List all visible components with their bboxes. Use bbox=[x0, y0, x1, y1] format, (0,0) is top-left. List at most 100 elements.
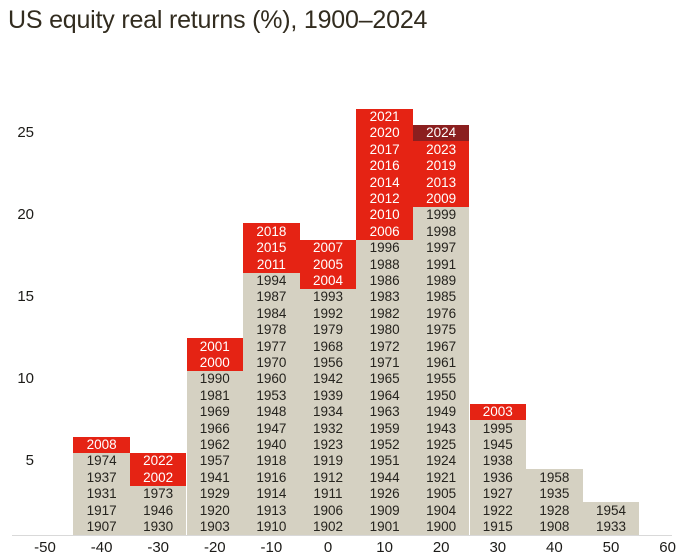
year-cell-1963: 1963 bbox=[356, 403, 413, 421]
year-cell-1922: 1922 bbox=[469, 502, 527, 519]
year-cell-1928: 1928 bbox=[526, 502, 583, 519]
year-cell-2004: 2004 bbox=[299, 272, 357, 289]
year-cell-1998: 1998 bbox=[412, 223, 470, 240]
year-cell-2001: 2001 bbox=[186, 338, 244, 355]
year-cell-1902: 1902 bbox=[299, 518, 357, 535]
year-cell-1949: 1949 bbox=[412, 403, 470, 421]
year-cell-1990: 1990 bbox=[186, 371, 244, 388]
year-cell-1962: 1962 bbox=[186, 436, 244, 453]
year-cell-1988: 1988 bbox=[356, 256, 413, 273]
year-cell-1977: 1977 bbox=[243, 338, 300, 355]
year-cell-2002: 2002 bbox=[129, 469, 187, 486]
year-cell-2011: 2011 bbox=[243, 256, 300, 273]
year-cell-1952: 1952 bbox=[356, 436, 413, 453]
year-cell-1966: 1966 bbox=[186, 420, 244, 437]
year-cell-2022: 2022 bbox=[129, 453, 187, 470]
year-cell-1912: 1912 bbox=[299, 469, 357, 486]
year-cell-2016: 2016 bbox=[356, 157, 413, 175]
year-cell-1916: 1916 bbox=[243, 469, 300, 486]
year-cell-1948: 1948 bbox=[243, 403, 300, 421]
year-cell-2019: 2019 bbox=[412, 157, 470, 175]
year-cell-1942: 1942 bbox=[299, 371, 357, 388]
year-cell-1937: 1937 bbox=[73, 469, 130, 486]
year-cell-1930: 1930 bbox=[129, 518, 187, 535]
year-cell-2024: 2024 bbox=[412, 125, 470, 142]
year-cell-1974: 1974 bbox=[73, 453, 130, 470]
year-cell-1933: 1933 bbox=[582, 518, 640, 535]
year-cell-1979: 1979 bbox=[299, 321, 357, 339]
year-cell-1971: 1971 bbox=[356, 354, 413, 371]
year-cell-1918: 1918 bbox=[243, 453, 300, 470]
year-cell-1993: 1993 bbox=[299, 289, 357, 306]
year-cell-2007: 2007 bbox=[299, 239, 357, 257]
y-tick-label-15: 15 bbox=[17, 288, 34, 306]
year-cell-2006: 2006 bbox=[356, 223, 413, 240]
year-cell-1987: 1987 bbox=[243, 289, 300, 306]
year-cell-1905: 1905 bbox=[412, 485, 470, 503]
year-cell-1920: 1920 bbox=[186, 502, 244, 519]
year-cell-2013: 2013 bbox=[412, 174, 470, 191]
year-cell-1970: 1970 bbox=[243, 354, 300, 371]
year-cell-1935: 1935 bbox=[526, 485, 583, 503]
year-cell-1917: 1917 bbox=[73, 502, 130, 519]
x-tick-label--50: -50 bbox=[34, 539, 56, 556]
year-cell-1940: 1940 bbox=[243, 436, 300, 453]
year-cell-1926: 1926 bbox=[356, 485, 413, 503]
year-cell-1983: 1983 bbox=[356, 289, 413, 306]
year-cell-1947: 1947 bbox=[243, 420, 300, 437]
year-cell-1900: 1900 bbox=[412, 518, 470, 535]
year-cell-1959: 1959 bbox=[356, 420, 413, 437]
year-cell-1997: 1997 bbox=[412, 239, 470, 257]
year-cell-1931: 1931 bbox=[73, 485, 130, 503]
x-tick-label-30: 30 bbox=[489, 539, 507, 556]
y-tick-label-25: 25 bbox=[17, 124, 34, 142]
year-cell-1951: 1951 bbox=[356, 453, 413, 470]
year-cell-2000: 2000 bbox=[186, 354, 244, 371]
year-cell-1965: 1965 bbox=[356, 371, 413, 388]
year-cell-1999: 1999 bbox=[412, 207, 470, 224]
year-cell-1919: 1919 bbox=[299, 453, 357, 470]
year-cell-1973: 1973 bbox=[129, 485, 187, 503]
year-cell-1946: 1946 bbox=[129, 502, 187, 519]
year-cell-1939: 1939 bbox=[299, 387, 357, 404]
year-cell-1991: 1991 bbox=[412, 256, 470, 273]
year-cell-1943: 1943 bbox=[412, 420, 470, 437]
year-cell-2020: 2020 bbox=[356, 125, 413, 142]
year-cell-2003: 2003 bbox=[469, 403, 527, 421]
year-cell-1975: 1975 bbox=[412, 321, 470, 339]
year-cell-1944: 1944 bbox=[356, 469, 413, 486]
year-cell-1954: 1954 bbox=[582, 502, 640, 519]
year-cell-2012: 2012 bbox=[356, 190, 413, 207]
year-cell-1996: 1996 bbox=[356, 239, 413, 257]
year-cell-1936: 1936 bbox=[469, 469, 527, 486]
year-cell-1923: 1923 bbox=[299, 436, 357, 453]
y-tick-label-10: 10 bbox=[17, 370, 34, 388]
year-cell-2014: 2014 bbox=[356, 174, 413, 191]
year-cell-1909: 1909 bbox=[356, 502, 413, 519]
year-cell-1955: 1955 bbox=[412, 371, 470, 388]
year-cell-1957: 1957 bbox=[186, 453, 244, 470]
year-cell-1980: 1980 bbox=[356, 321, 413, 339]
year-cell-2010: 2010 bbox=[356, 207, 413, 224]
x-tick-label-0: 0 bbox=[323, 539, 333, 556]
year-cell-1908: 1908 bbox=[526, 518, 583, 535]
year-cell-1986: 1986 bbox=[356, 272, 413, 289]
year-cell-1989: 1989 bbox=[412, 272, 470, 289]
x-tick-label--30: -30 bbox=[147, 539, 170, 556]
year-cell-1976: 1976 bbox=[412, 305, 470, 322]
year-cell-1911: 1911 bbox=[299, 485, 357, 503]
year-cell-1941: 1941 bbox=[186, 469, 244, 486]
year-cell-2021: 2021 bbox=[356, 108, 413, 125]
year-cell-1915: 1915 bbox=[469, 518, 527, 535]
year-cell-1914: 1914 bbox=[243, 485, 300, 503]
year-cell-1992: 1992 bbox=[299, 305, 357, 322]
year-cell-2018: 2018 bbox=[243, 223, 300, 240]
year-cell-1961: 1961 bbox=[412, 354, 470, 371]
x-tick-label-50: 50 bbox=[602, 539, 620, 556]
year-cell-2008: 2008 bbox=[73, 436, 130, 453]
year-cell-1982: 1982 bbox=[356, 305, 413, 322]
year-cell-1969: 1969 bbox=[186, 403, 244, 421]
year-cell-1960: 1960 bbox=[243, 371, 300, 388]
x-tick-label--40: -40 bbox=[90, 539, 113, 556]
